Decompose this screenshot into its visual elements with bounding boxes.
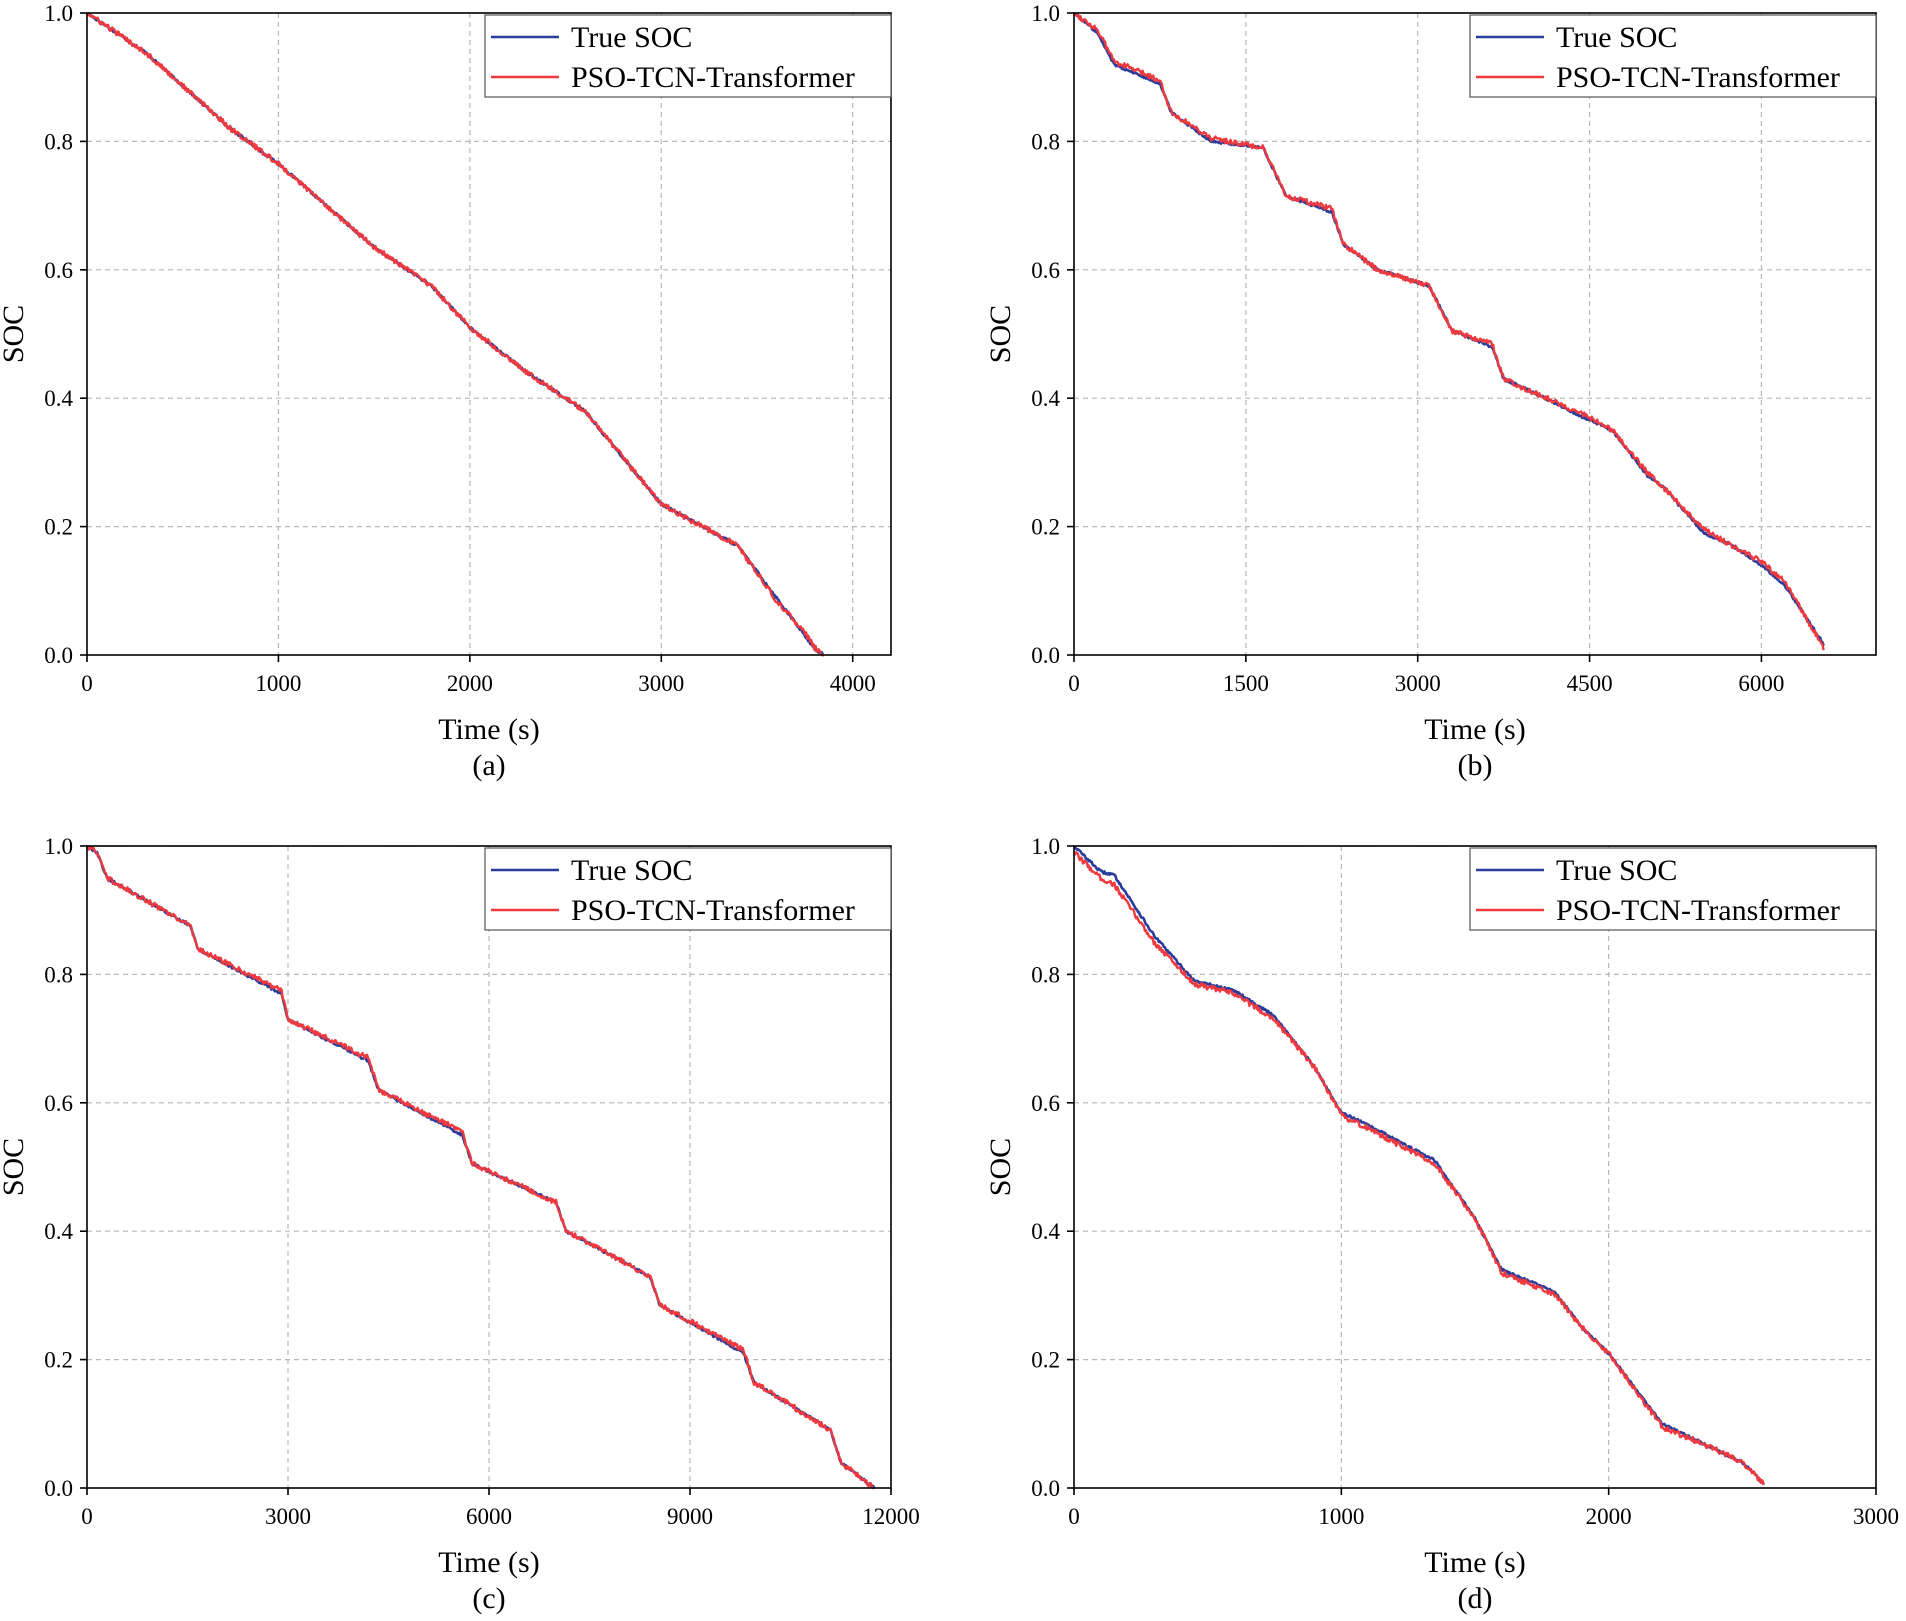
x-tick-label: 0 xyxy=(1068,1504,1080,1529)
y-tick-label: 0.0 xyxy=(44,1476,73,1501)
true-soc-line xyxy=(85,12,825,657)
y-tick-label: 0.6 xyxy=(44,1091,73,1116)
plot-frame xyxy=(1073,12,1877,656)
x-tick-label: 4500 xyxy=(1567,671,1613,696)
panel-caption: (b) xyxy=(1458,749,1493,782)
prediction-line xyxy=(1072,851,1765,1486)
y-tick-label: 0.6 xyxy=(44,258,73,283)
x-tick-label: 1000 xyxy=(1318,1504,1364,1529)
panel-caption: (c) xyxy=(472,1582,505,1615)
x-axis-label: Time (s) xyxy=(438,713,539,746)
x-axis-label: Time (s) xyxy=(438,1546,539,1579)
y-tick-label: 0.6 xyxy=(1031,258,1060,283)
y-tick-label: 0.8 xyxy=(1031,962,1060,987)
legend-label: PSO-TCN-Transformer xyxy=(571,61,855,94)
y-axis-label: SOC xyxy=(984,305,1017,363)
y-tick-label: 0.2 xyxy=(44,1348,73,1373)
y-tick-label: 1.0 xyxy=(44,834,73,859)
x-tick-label: 2000 xyxy=(1586,1504,1632,1529)
x-tick-label: 6000 xyxy=(466,1504,512,1529)
panel-a: 0 1000 2000 3000 4000 0.0 0.2 0.4 0.6 0.8 1.0 Time … xyxy=(0,1,892,782)
x-tick-label: 3000 xyxy=(1853,1504,1899,1529)
legend-label: True SOC xyxy=(571,21,692,54)
y-tick-label: 0.4 xyxy=(44,386,73,411)
x-axis-label: Time (s) xyxy=(1424,713,1525,746)
legend-label: PSO-TCN-Transformer xyxy=(571,894,855,927)
true-soc-line xyxy=(1072,845,1765,1486)
y-tick-label: 0.4 xyxy=(1031,386,1060,411)
legend-label: PSO-TCN-Transformer xyxy=(1556,894,1840,927)
y-tick-label: 0.4 xyxy=(1031,1219,1060,1244)
x-tick-label: 1500 xyxy=(1223,671,1269,696)
legend-label: True SOC xyxy=(571,854,692,887)
x-tick-label: 3000 xyxy=(638,671,684,696)
y-tick-label: 0.8 xyxy=(1031,129,1060,154)
x-tick-label: 3000 xyxy=(1395,671,1441,696)
panel-d: 0 1000 2000 3000 0.0 0.2 0.4 0.6 0.8 1.0 Time (s) S… xyxy=(984,834,1899,1615)
prediction-line xyxy=(85,845,875,1490)
y-tick-label: 0.6 xyxy=(1031,1091,1060,1116)
x-tick-label: 9000 xyxy=(667,1504,713,1529)
plot-frame xyxy=(86,12,892,656)
legend-box xyxy=(1469,14,1877,98)
panel-caption: (d) xyxy=(1458,1582,1493,1615)
y-tick-label: 0.2 xyxy=(1031,515,1060,540)
y-axis-label: SOC xyxy=(0,305,30,363)
y-tick-label: 0.0 xyxy=(1031,643,1060,668)
y-tick-label: 1.0 xyxy=(44,1,73,26)
x-tick-label: 0 xyxy=(81,1504,93,1529)
y-tick-label: 0.2 xyxy=(1031,1348,1060,1373)
prediction-line xyxy=(85,12,825,657)
y-tick-label: 1.0 xyxy=(1031,1,1060,26)
legend-box xyxy=(1469,847,1877,931)
panel-c: 0 3000 6000 9000 12000 0.0 0.2 0.4 0.6 0.8 1.0 Time… xyxy=(0,834,920,1615)
y-tick-label: 0.0 xyxy=(44,643,73,668)
legend-label: PSO-TCN-Transformer xyxy=(1556,61,1840,94)
y-axis-label: SOC xyxy=(0,1138,30,1196)
x-axis-label: Time (s) xyxy=(1424,1546,1525,1579)
y-tick-label: 0.8 xyxy=(44,129,73,154)
true-soc-line xyxy=(1072,12,1825,647)
x-tick-label: 12000 xyxy=(862,1504,920,1529)
y-tick-label: 0.2 xyxy=(44,515,73,540)
x-tick-label: 1000 xyxy=(255,671,301,696)
y-tick-label: 0.4 xyxy=(44,1219,73,1244)
x-tick-label: 4000 xyxy=(830,671,876,696)
legend-box xyxy=(484,847,892,931)
y-axis-label: SOC xyxy=(984,1138,1017,1196)
legend-label: True SOC xyxy=(1556,21,1677,54)
legend-label: True SOC xyxy=(1556,854,1677,887)
panel-b: 0 1500 3000 4500 6000 0.0 0.2 0.4 0.6 0.8 1.0 Time … xyxy=(984,1,1877,782)
y-tick-label: 1.0 xyxy=(1031,834,1060,859)
y-tick-label: 0.0 xyxy=(1031,1476,1060,1501)
x-tick-label: 2000 xyxy=(447,671,493,696)
panel-caption: (a) xyxy=(472,749,505,782)
prediction-line xyxy=(1072,12,1825,651)
x-tick-label: 0 xyxy=(1068,671,1080,696)
y-tick-label: 0.8 xyxy=(44,962,73,987)
x-tick-label: 6000 xyxy=(1738,671,1784,696)
plot-frame xyxy=(1073,845,1877,1489)
x-tick-label: 0 xyxy=(81,671,93,696)
x-tick-label: 3000 xyxy=(265,1504,311,1529)
legend-box xyxy=(484,14,892,98)
